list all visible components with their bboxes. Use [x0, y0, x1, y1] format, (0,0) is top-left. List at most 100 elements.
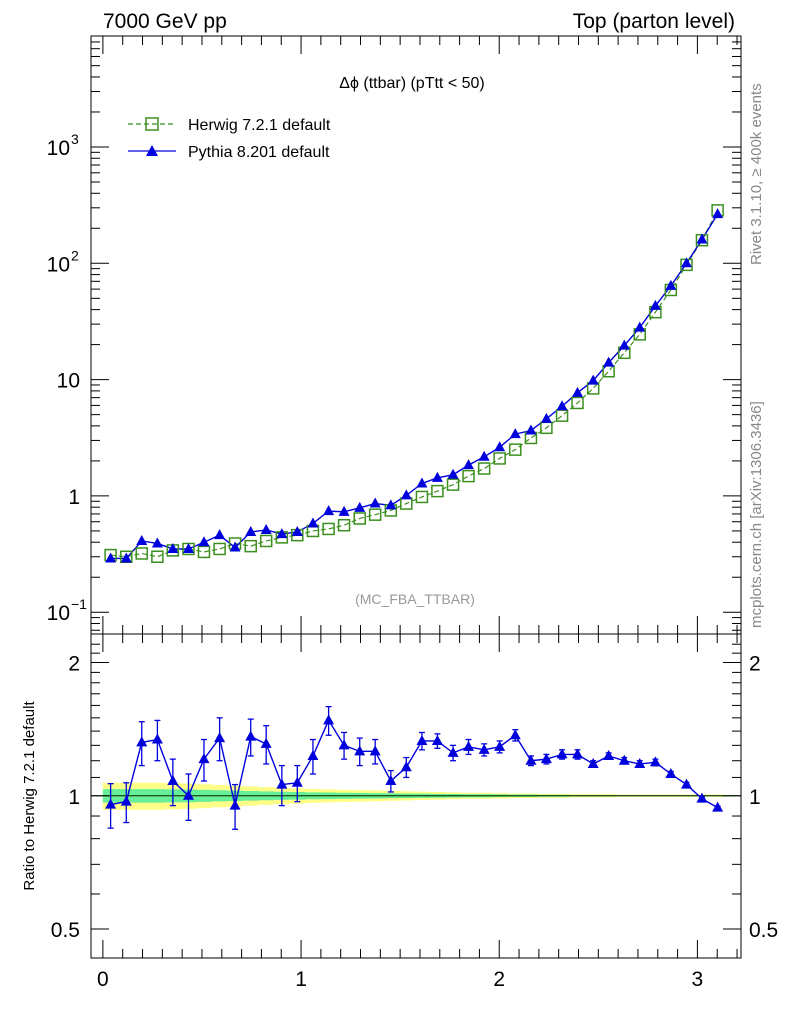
pythia-point — [385, 499, 397, 510]
herwig-point — [151, 550, 164, 563]
pythia-point — [665, 279, 677, 290]
ratio-y-tick-label-right: 2 — [749, 653, 761, 676]
herwig-point — [322, 522, 335, 536]
pythia-point — [696, 233, 708, 244]
ratio-pythia-point — [354, 745, 366, 756]
pythia-point — [338, 505, 350, 516]
ratio-pythia-point — [400, 761, 412, 772]
ratio-pythia-point — [245, 730, 257, 741]
pythia-point — [649, 299, 661, 310]
pythia-point — [572, 386, 584, 397]
side-text-top: Rivet 3.1.10, ≥ 400k events — [748, 83, 765, 265]
x-tick-label: 3 — [692, 968, 704, 991]
ratio-y-tick-label-right: 0.5 — [749, 919, 778, 942]
legend: Herwig 7.2.1 default Pythia 8.201 defaul… — [128, 117, 331, 161]
herwig-point — [368, 508, 382, 521]
y-tick-base: 10 — [47, 253, 70, 276]
legend-entry-pythia: Pythia 8.201 default — [128, 144, 330, 161]
ratio-pythia-point — [712, 801, 724, 812]
ratio-pythia-point — [198, 753, 210, 764]
pythia-point — [431, 471, 443, 482]
y-tick-exp: −1 — [71, 596, 87, 612]
ratio-pythia-point — [447, 746, 459, 757]
herwig-point — [415, 490, 429, 504]
ratio-axis-ticks: 0 1 2 3 0.5 0.5 1 1 2 2 — [51, 634, 778, 991]
y-tick-label: 1 — [68, 486, 80, 509]
pythia-point — [183, 542, 194, 553]
herwig-point — [540, 421, 553, 435]
ratio-pythia-point — [183, 789, 194, 800]
ratio-pythia-point — [603, 749, 615, 760]
pythia-point — [198, 536, 210, 547]
y-tick-label: 10 3 — [47, 131, 79, 160]
ratio-pythia-point — [276, 778, 288, 789]
herwig-point — [259, 534, 273, 548]
analysis-watermark: (MC_FBA_TTBAR) — [355, 591, 475, 607]
y-tick-exp: 2 — [71, 247, 79, 263]
herwig-point — [509, 443, 522, 456]
herwig-point — [135, 547, 148, 560]
herwig-line — [110, 210, 719, 558]
ratio-pythia-point — [478, 743, 490, 754]
herwig-point — [213, 542, 226, 556]
pythia-point — [587, 374, 599, 385]
ratio-pythia-point — [323, 714, 335, 725]
ratio-pythia-line — [110, 718, 718, 809]
ratio-pythia-point — [105, 798, 117, 809]
pythia-point — [494, 441, 506, 452]
ratio-pythia-point — [291, 776, 303, 787]
ratio-pythia-point — [385, 774, 397, 785]
pythia-point — [478, 450, 490, 461]
legend-herwig-marker — [145, 117, 159, 131]
pythia-point — [214, 529, 226, 540]
ratio-pythia-point — [618, 754, 630, 765]
pythia-point — [712, 208, 724, 219]
pythia-point — [151, 537, 163, 548]
pythia-point — [603, 356, 615, 367]
ratio-y-tick-label-right: 1 — [749, 786, 761, 809]
herwig-point — [571, 396, 584, 410]
legend-pythia-marker — [146, 145, 158, 156]
ratio-pythia-point — [260, 737, 272, 748]
ratio-pythia-point — [416, 734, 428, 745]
herwig-point — [431, 484, 444, 498]
ratio-pythia-point — [587, 757, 599, 768]
y-tick-label: 10 2 — [47, 247, 79, 276]
ratio-pythia-point — [369, 745, 381, 756]
ratio-pythia-point — [229, 799, 241, 810]
pythia-point — [618, 339, 630, 350]
y-tick-label: 10 −1 — [47, 596, 88, 625]
pythia-line — [110, 213, 719, 560]
herwig-point — [353, 512, 366, 525]
pythia-point — [307, 517, 319, 528]
pythia-point — [509, 428, 521, 439]
pythia-point — [463, 459, 475, 470]
ratio-y-axis-label: Ratio to Herwig 7.2.1 default — [21, 701, 38, 891]
herwig-point — [197, 545, 211, 559]
pythia-point — [634, 321, 646, 332]
ratio-pythia-point — [556, 748, 568, 759]
pythia-point — [229, 541, 241, 552]
ratio-plot-area — [91, 705, 741, 830]
pythia-point — [245, 525, 257, 536]
herwig-point — [337, 518, 351, 532]
pythia-point — [136, 534, 148, 545]
pythia-point — [369, 497, 381, 508]
pythia-point — [291, 525, 303, 536]
ratio-pythia-point — [120, 795, 132, 806]
ratio-pythia-point — [665, 767, 677, 778]
ratio-pythia-point — [572, 748, 584, 759]
herwig-point — [400, 497, 413, 510]
ratio-y-tick-label: 0.5 — [51, 919, 80, 942]
y-tick-base: 10 — [47, 602, 70, 625]
ratio-y-tick-label: 2 — [68, 653, 80, 676]
pythia-point — [447, 468, 459, 479]
pythia-point — [400, 489, 412, 500]
pythia-point — [681, 257, 693, 268]
y-tick-exp: 3 — [71, 131, 79, 147]
ratio-pythia-point — [338, 739, 350, 750]
legend-pythia-label: Pythia 8.201 default — [188, 144, 330, 161]
pythia-point — [276, 528, 288, 539]
